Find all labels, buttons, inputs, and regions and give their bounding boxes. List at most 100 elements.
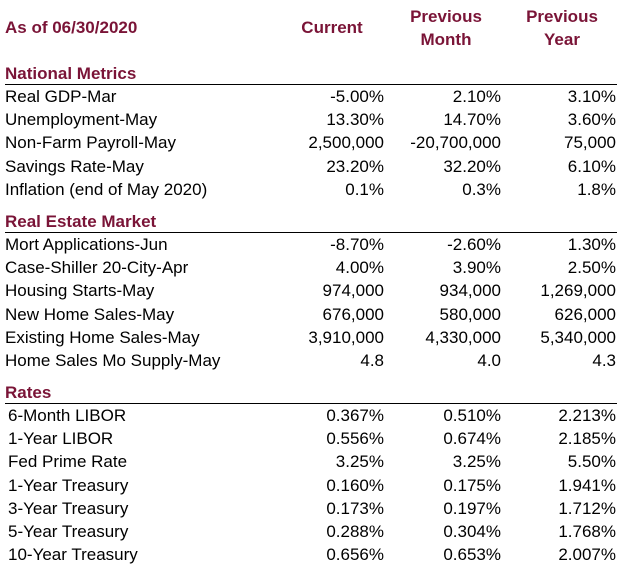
previous-year-value: 2.007%: [558, 545, 616, 565]
previous-month-value: 0.197%: [443, 498, 501, 518]
current-value: 0.556%: [326, 429, 384, 449]
current-value: 676,000: [322, 304, 384, 324]
current-column-header: Current: [301, 18, 363, 37]
previous-year-value: 626,000: [554, 304, 616, 324]
row-label: Real GDP-Mar: [5, 87, 117, 106]
row-label: Mort Applications-Jun: [5, 235, 168, 254]
previous-year-value: 4.3: [592, 351, 616, 370]
row-label: 5-Year Treasury: [8, 522, 129, 541]
previous-year-value: 2.185%: [558, 429, 616, 449]
previous-month-value: 4,330,000: [425, 327, 501, 347]
previous-year-value: 1.712%: [558, 498, 616, 518]
as-of-date-header: As of 06/30/2020: [5, 18, 138, 37]
section-header: Real Estate Market: [5, 210, 617, 233]
previous-month-value: 2.10%: [452, 87, 501, 106]
previous-year-value: 3.60%: [567, 110, 616, 130]
previous-year-value: 3.10%: [567, 87, 616, 106]
row-label: Unemployment-May: [5, 110, 158, 130]
previous-month-value: 0.3%: [462, 179, 501, 199]
table-row: Unemployment-May 13.30% 14.70% 3.60%: [0, 108, 625, 131]
current-value: 2,500,000: [308, 133, 384, 153]
previous-year-value: 1.768%: [558, 522, 616, 541]
row-label: 6-Month LIBOR: [8, 406, 127, 425]
row-label: Housing Starts-May: [5, 281, 155, 301]
table-row: Savings Rate-May 23.20% 32.20% 6.10%: [0, 155, 625, 178]
current-value: 3,910,000: [308, 327, 384, 347]
row-label: 1-Year LIBOR: [8, 429, 114, 449]
table-row: Housing Starts-May 974,000 934,000 1,269,00…: [0, 279, 625, 302]
previous-month-column-header: Previous Month: [410, 7, 482, 49]
previous-year-value: 1.8%: [577, 179, 616, 199]
previous-year-value: 1.941%: [558, 475, 616, 495]
section-header: National Metrics: [5, 62, 617, 85]
current-value: 0.656%: [326, 545, 384, 565]
row-label: Savings Rate-May: [5, 156, 144, 176]
current-value: 3.25%: [335, 452, 384, 472]
table-row: 1-Year Treasury 0.160% 0.175% 1.941%: [0, 474, 625, 497]
previous-month-value: -20,700,000: [410, 133, 501, 153]
row-label: Inflation (end of May 2020): [5, 179, 208, 199]
previous-month-value: 4.0: [477, 351, 501, 370]
section-title: Real Estate Market: [5, 212, 157, 231]
current-value: 974,000: [322, 281, 384, 301]
row-label: 1-Year Treasury: [8, 475, 129, 495]
previous-year-column-header: Previous Year: [526, 7, 598, 49]
previous-month-value: -2.60%: [447, 235, 501, 254]
row-label: Fed Prime Rate: [8, 452, 128, 472]
previous-month-value: 0.674%: [443, 429, 501, 449]
previous-year-value: 2.213%: [558, 406, 616, 425]
current-value: 0.173%: [326, 498, 384, 518]
current-value: 0.160%: [326, 475, 384, 495]
previous-month-value: 0.510%: [443, 406, 501, 425]
row-label: 10-Year Treasury: [8, 545, 138, 565]
current-value: -8.70%: [330, 235, 384, 254]
previous-month-value: 0.175%: [443, 475, 501, 495]
table-row: Home Sales Mo Supply-May 4.8 4.0 4.3: [0, 349, 625, 372]
previous-year-value: 2.50%: [567, 258, 616, 278]
row-label: 3-Year Treasury: [8, 498, 129, 518]
table-row: Case-Shiller 20-City-Apr 4.00% 3.90% 2.50%: [0, 256, 625, 279]
table-row: Non-Farm Payroll-May 2,500,000 -20,700,000…: [0, 131, 625, 154]
row-label: Non-Farm Payroll-May: [5, 133, 176, 153]
previous-year-value: 5,340,000: [540, 327, 616, 347]
table-row: 5-Year Treasury 0.288% 0.304% 1.768%: [0, 520, 625, 543]
section-title: National Metrics: [5, 64, 137, 83]
previous-month-value: 580,000: [439, 304, 501, 324]
current-value: 13.30%: [326, 110, 384, 130]
section-title: Rates: [5, 383, 52, 402]
previous-month-value: 14.70%: [443, 110, 501, 130]
previous-year-value: 75,000: [564, 133, 616, 153]
current-value: 0.367%: [326, 406, 384, 425]
table-row: Existing Home Sales-May 3,910,000 4,330,00…: [0, 326, 625, 349]
previous-year-value: 5.50%: [567, 452, 616, 472]
table-row: 1-Year LIBOR 0.556% 0.674% 2.185%: [0, 427, 625, 450]
table-row: Fed Prime Rate 3.25% 3.25% 5.50%: [0, 450, 625, 473]
previous-year-value: 6.10%: [567, 156, 616, 176]
table-row: 10-Year Treasury 0.656% 0.653% 2.007%: [0, 543, 625, 566]
row-label: New Home Sales-May: [5, 304, 175, 324]
table-row: 3-Year Treasury 0.173% 0.197% 1.712%: [0, 497, 625, 520]
table-row: Mort Applications-Jun -8.70% -2.60% 1.30%: [0, 233, 625, 256]
previous-year-value: 1,269,000: [540, 281, 616, 301]
row-label: Case-Shiller 20-City-Apr: [5, 258, 189, 278]
current-value: 0.1%: [345, 179, 384, 199]
row-label: Home Sales Mo Supply-May: [5, 351, 221, 370]
table-row: 6-Month LIBOR 0.367% 0.510% 2.213%: [0, 404, 625, 427]
previous-year-value: 1.30%: [567, 235, 616, 254]
previous-month-value: 32.20%: [443, 156, 501, 176]
current-value: 0.288%: [326, 522, 384, 541]
previous-month-value: 3.90%: [452, 258, 501, 278]
current-value: -5.00%: [330, 87, 384, 106]
previous-month-value: 0.304%: [443, 522, 501, 541]
previous-month-value: 934,000: [439, 281, 501, 301]
current-value: 4.8: [360, 351, 384, 370]
table-row: New Home Sales-May 676,000 580,000 626,000: [0, 303, 625, 326]
previous-month-value: 0.653%: [443, 545, 501, 565]
current-value: 23.20%: [326, 156, 384, 176]
table-row: Inflation (end of May 2020) 0.1% 0.3% 1.8%: [0, 178, 625, 201]
row-label: Existing Home Sales-May: [5, 327, 200, 347]
table-row: Real GDP-Mar -5.00% 2.10% 3.10%: [0, 85, 625, 108]
previous-month-value: 3.25%: [452, 452, 501, 472]
section-header: Rates: [5, 381, 617, 404]
current-value: 4.00%: [335, 258, 384, 278]
